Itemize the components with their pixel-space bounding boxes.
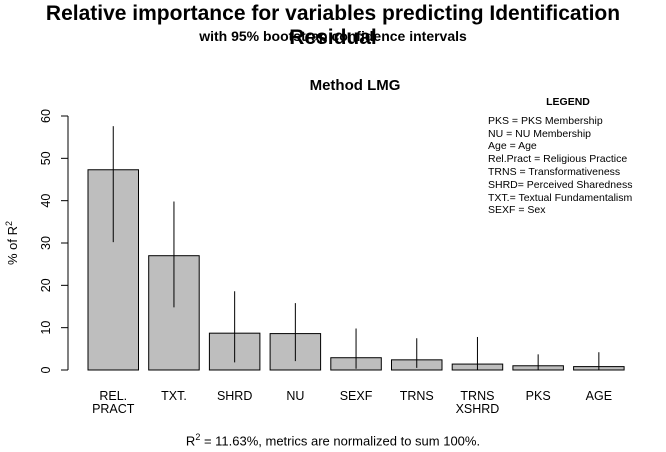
caption-r: R	[185, 433, 196, 449]
chart-title: Method LMG	[310, 77, 401, 94]
x-tick-label: TXT.	[161, 389, 187, 403]
legend-entry: Rel.Pract = Religious Practice	[488, 153, 628, 166]
x-tick-label: SEXF	[340, 389, 373, 403]
legend-entry: SEXF = Sex	[488, 204, 546, 217]
y-axis-label-sup: 2	[4, 221, 14, 226]
x-tick-label: REL.	[99, 389, 127, 403]
y-tick-label: 10	[39, 321, 53, 335]
y-axis-label-main: % of R	[5, 226, 20, 265]
x-tick-label-line2: PRACT	[92, 402, 135, 416]
x-tick-label: NU	[286, 389, 304, 403]
x-tick-label: AGE	[586, 389, 612, 403]
y-tick-label: 20	[39, 278, 53, 292]
y-tick-label: 60	[39, 109, 53, 123]
y-tick-label: 40	[39, 194, 53, 208]
legend-entry: NU = NU Membership	[488, 127, 591, 140]
y-axis-label: % of R2	[4, 221, 20, 265]
figure-title: Relative importance for variables predic…	[45, 2, 621, 49]
x-tick-label: TRNS	[460, 389, 494, 403]
x-tick-label-line2: XSHRD	[456, 402, 500, 416]
x-tick-label: TRNS	[400, 389, 434, 403]
caption-text: = 11.63%, metrics are normalized to sum …	[200, 433, 481, 449]
y-tick-label: 0	[39, 366, 53, 373]
y-tick-label: 50	[39, 151, 53, 165]
caption: R2 = 11.63%, metrics are normalized to s…	[0, 432, 666, 448]
legend-entry: SHRD= Perceived Sharedness	[488, 178, 633, 191]
legend-entries: PKS = PKS Membership NU = NU Membership Ag…	[488, 115, 648, 217]
figure-subtitle: with 95% bootstrap confidence intervals	[199, 28, 467, 44]
legend-entry: Age = Age	[488, 140, 537, 153]
y-tick-label: 30	[39, 236, 53, 250]
legend-title: LEGEND	[546, 96, 590, 108]
legend: LEGEND PKS = PKS Membership NU = NU Membe…	[488, 96, 648, 217]
x-tick-label: SHRD	[217, 389, 252, 403]
legend-entry: TRNS = Transformativeness	[488, 165, 621, 178]
x-tick-label: PKS	[526, 389, 551, 403]
caption-sup: 2	[195, 432, 201, 442]
legend-entry: PKS = PKS Membership	[488, 114, 603, 127]
legend-entry: TXT.= Textual Fundamentalism	[488, 191, 633, 204]
